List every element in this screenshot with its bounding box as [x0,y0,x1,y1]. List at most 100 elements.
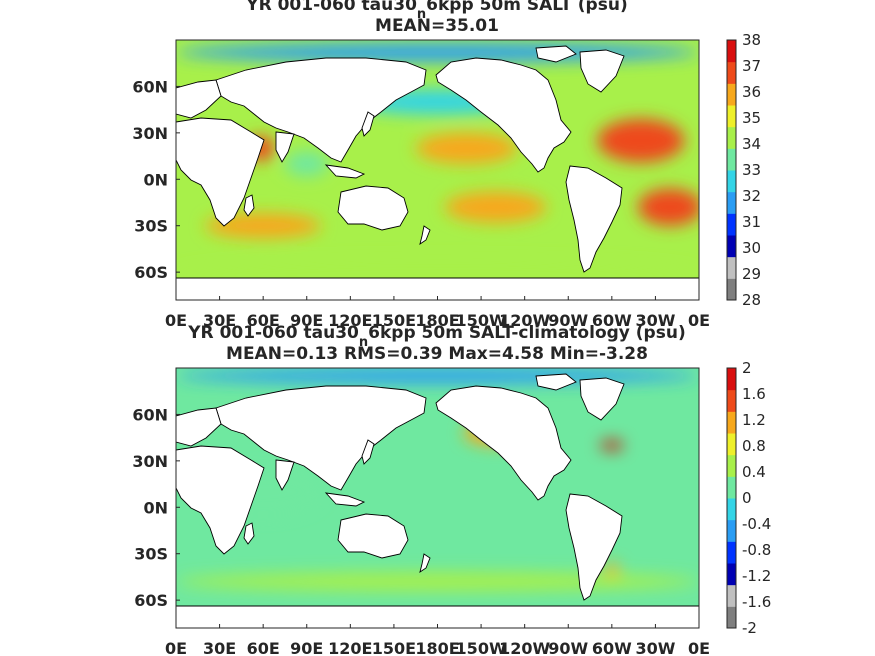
x-tick-label: 120E [328,639,372,656]
colorbar: 38 37 36 35 34 33 32 31 30 29 28 [726,31,761,309]
chart-panel-1: YR 001-060 tau30n6kpp 50m SALT (psu)MEAN… [132,0,761,330]
colorbar-segment [727,83,736,106]
field-region-3 [597,118,685,163]
chart-title-line1: YR 001-060 tau30n6kpp 50m SALT (psu) [245,0,627,22]
x-tick-label: 90E [290,639,323,656]
colorbar-tick-label: 36 [742,83,761,101]
x-tick-label: 150E [372,311,416,330]
field-region-2 [444,191,547,223]
x-tick-label: 30E [203,311,236,330]
colorbar-tick-label: 33 [742,161,761,179]
y-tick-label: 0N [143,170,168,189]
colorbar-segment [727,389,736,412]
colorbar-segment [727,105,736,128]
field-region-3 [176,572,699,591]
x-tick-label: 150E [372,639,416,656]
y-tick-label: 30N [132,452,168,471]
colorbar-segment [727,433,736,456]
field-region-4 [637,188,699,226]
y-tick-label: 30N [132,124,168,143]
colorbar-tick-label: -1.6 [742,593,771,611]
colorbar: 2 1.6 1.2 0.8 0.4 0 -0.4 -0.8 -1.2 -1.6 -2 [726,359,771,637]
x-tick-label: 0E [165,311,187,330]
colorbar-tick-label: 0 [742,489,752,507]
y-tick-label: 60S [134,263,168,282]
colorbar-tick-label: 2 [742,359,752,377]
x-tick-label: 150W [456,639,507,656]
x-tick-label: 180E [415,311,459,330]
x-tick-label: 120E [328,311,372,330]
salinity-field [176,40,699,300]
chart-title-line2: MEAN=0.13 RMS=0.39 Max=4.58 Min=-3.28 [226,344,648,364]
x-tick-label: 120W [499,311,550,330]
colorbar-tick-label: -0.8 [742,541,771,559]
field-region-2 [600,440,624,451]
colorbar-tick-label: 32 [742,187,761,205]
x-tick-label: 90E [290,311,323,330]
colorbar-segment [727,476,736,499]
colorbar-segment [727,368,736,391]
x-tick-label: 30W [635,311,675,330]
colorbar-tick-label: -0.4 [742,515,771,533]
y-tick-label: 60N [132,405,168,424]
x-tick-label: 180E [415,639,459,656]
colorbar-tick-label: 37 [742,57,761,75]
x-tick-label: 0E [688,639,710,656]
colorbar-tick-label: 38 [742,31,761,49]
colorbar-tick-label: -1.2 [742,567,771,585]
colorbar-segment [727,61,736,84]
colorbar-tick-label: 35 [742,109,761,127]
field-region-4 [176,368,699,384]
y-tick-label: 0N [143,498,168,517]
x-tick-label: 60E [247,639,280,656]
colorbar-segment [727,606,736,629]
field-region-5 [604,563,620,576]
colorbar-segment [727,584,736,607]
colorbar-segment [727,454,736,477]
salinity-field [176,368,699,628]
colorbar-segment [727,148,736,171]
colorbar-tick-label: 1.6 [742,385,766,403]
colorbar-frame [726,39,737,301]
colorbar-tick-label: 31 [742,213,761,231]
colorbar-segment [727,170,736,193]
x-tick-label: 150W [456,311,507,330]
x-tick-label: 60E [247,311,280,330]
colorbar-tick-label: 0.4 [742,463,766,481]
colorbar-frame [726,367,737,629]
colorbar-segment [727,235,736,258]
x-tick-label: 90W [548,311,588,330]
x-tick-label: 30W [635,639,675,656]
x-tick-label: 0E [165,639,187,656]
colorbar-segment [727,411,736,434]
colorbar-segment [727,563,736,586]
x-tick-label: 120W [499,639,550,656]
colorbar-segment [727,40,736,63]
field-region-6 [205,213,322,239]
x-tick-label: 0E [688,311,710,330]
field-region-7 [284,151,329,177]
colorbar-segment [727,278,736,301]
colorbar-segment [727,126,736,149]
x-tick-label: 60W [592,639,632,656]
colorbar-tick-label: 34 [742,135,761,153]
y-tick-label: 30S [134,217,168,236]
colorbar-tick-label: -2 [742,619,757,637]
colorbar-tick-label: 28 [742,291,761,309]
colorbar-segment [727,213,736,236]
colorbar-segment [727,256,736,279]
y-tick-label: 60S [134,591,168,610]
colorbar-segment [727,498,736,521]
colorbar-tick-label: 30 [742,239,761,257]
y-tick-label: 30S [134,545,168,564]
colorbar-segment [727,541,736,564]
x-tick-label: 60W [592,311,632,330]
x-tick-label: 30E [203,639,236,656]
colorbar-tick-label: 1.2 [742,411,766,429]
chart-title-line1: YR 001-060 tau30n6kpp 50m SALT-climatolo… [187,323,685,350]
y-tick-label: 60N [132,77,168,96]
field-region-1 [415,132,518,164]
chart-title-line2: MEAN=35.01 [375,16,499,36]
colorbar-segment [727,191,736,214]
